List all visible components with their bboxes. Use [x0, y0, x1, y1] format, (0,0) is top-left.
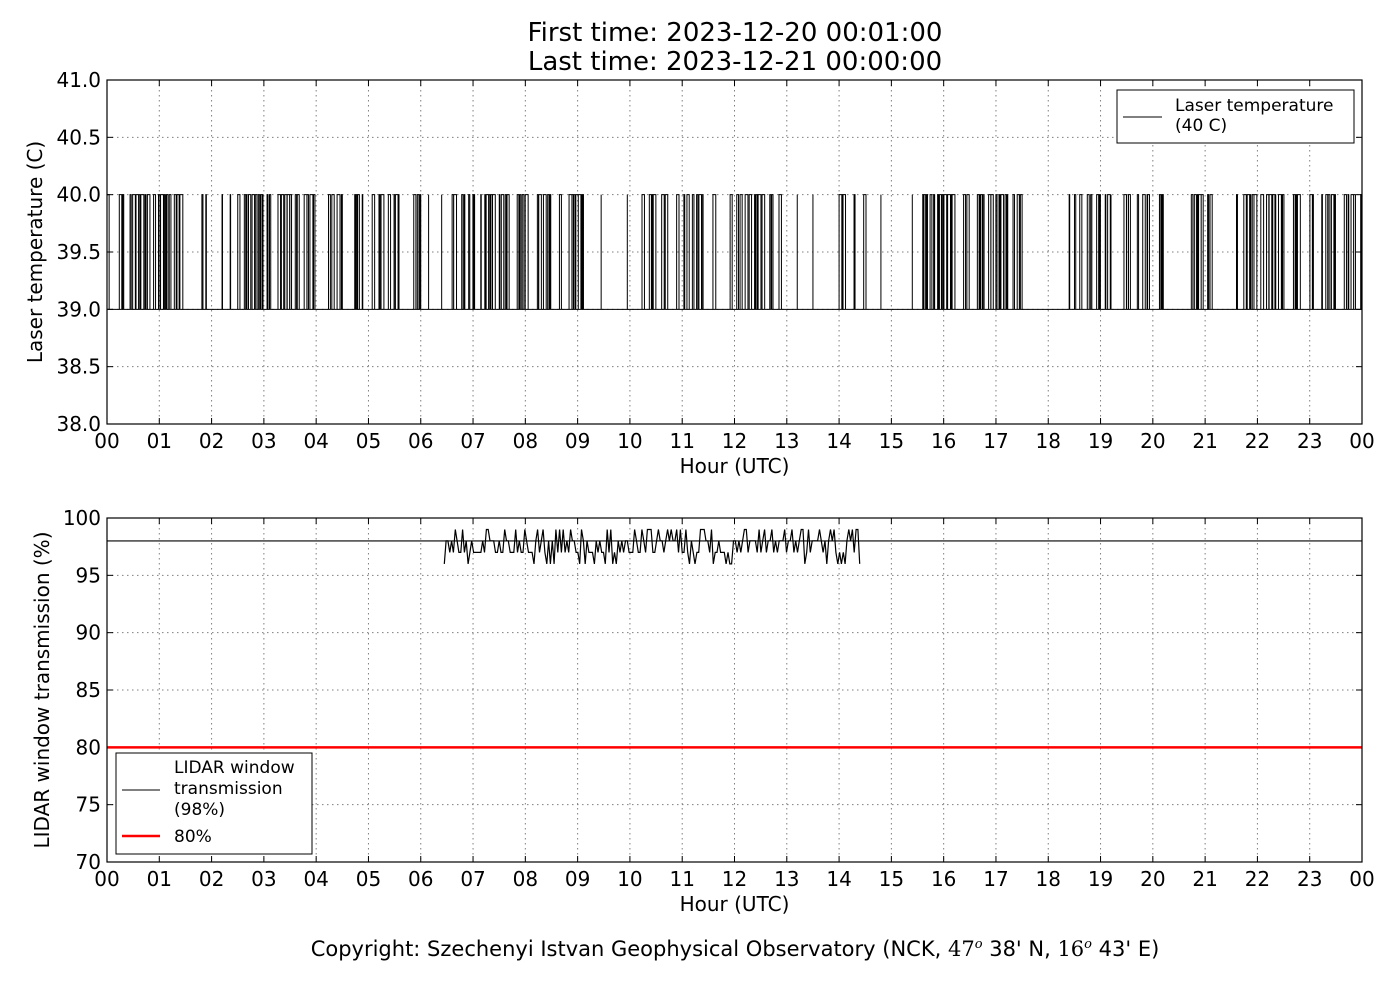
x-tick-label: 05 [356, 429, 381, 453]
x-tick-label: 20 [1140, 429, 1165, 453]
legend-label-lidar: LIDAR window [174, 758, 295, 778]
x-tick-label: 07 [460, 867, 485, 891]
x-tick-label: 00 [1349, 867, 1374, 891]
series-line-laser-temperature [106, 194, 1363, 310]
copyright-footer: Copyright: Szechenyi Istvan Geophysical … [0, 937, 1400, 961]
x-axis-label: Hour (UTC) [680, 454, 790, 478]
x-tick-label: 17 [983, 429, 1008, 453]
y-tick-label: 39.5 [56, 240, 101, 264]
legend-label-lidar: transmission [174, 779, 283, 799]
x-tick-label: 14 [826, 867, 851, 891]
axes-frame-top [106, 79, 1363, 425]
x-tick-label: 11 [669, 867, 694, 891]
x-tick-label: 12 [722, 867, 747, 891]
x-tick-label: 07 [460, 429, 485, 453]
x-tick-label: 17 [983, 867, 1008, 891]
x-tick-label: 02 [199, 867, 224, 891]
legend-label-80: 80% [174, 827, 212, 847]
axes-frame-bottom [106, 517, 1363, 863]
x-tick-label: 12 [722, 429, 747, 453]
latitude-minutes: 38' N, [982, 937, 1058, 961]
x-tick-label: 08 [513, 867, 538, 891]
y-tick-label: 40.0 [56, 183, 101, 207]
x-tick-label: 14 [826, 429, 851, 453]
series-line-lidar-noisy [443, 528, 861, 565]
longitude-degree-mark: o [1084, 937, 1092, 952]
x-axis-label: Hour (UTC) [680, 892, 790, 916]
copyright-text: Copyright: Szechenyi Istvan Geophysical … [310, 937, 948, 961]
legend-label-lidar: (98%) [174, 800, 225, 820]
x-tick-label: 00 [1349, 429, 1374, 453]
latitude-degree-mark: o [974, 937, 983, 952]
x-tick-label: 22 [1245, 429, 1270, 453]
x-tick-label: 16 [931, 867, 956, 891]
y-tick-label: 80 [76, 735, 101, 759]
x-tick-label: 01 [147, 429, 172, 453]
y-tick-label: 70 [76, 850, 101, 874]
y-axis-label: Laser temperature (C) [23, 141, 47, 363]
y-tick-label: 85 [76, 678, 101, 702]
chart-title-last-time: Last time: 2023-12-21 00:00:00 [527, 47, 943, 77]
longitude-degrees: 16 [1057, 937, 1085, 961]
x-tick-label: 19 [1088, 867, 1113, 891]
x-tick-label: 04 [303, 429, 328, 453]
y-tick-label: 38.5 [56, 355, 101, 379]
x-tick-label: 23 [1297, 429, 1322, 453]
x-tick-label: 11 [669, 429, 694, 453]
x-tick-label: 21 [1192, 867, 1217, 891]
x-tick-label: 03 [251, 429, 276, 453]
x-tick-label: 06 [408, 867, 433, 891]
x-tick-label: 00 [94, 429, 119, 453]
y-tick-label: 90 [76, 621, 101, 645]
y-tick-label: 38.0 [56, 412, 101, 436]
x-tick-label: 09 [565, 429, 590, 453]
y-axis-label: LIDAR window transmission (%) [30, 532, 54, 849]
y-tick-label: 39.0 [56, 297, 101, 321]
y-tick-label: 75 [76, 793, 101, 817]
x-tick-label: 13 [774, 429, 799, 453]
x-tick-label: 21 [1192, 429, 1217, 453]
x-tick-label: 19 [1088, 429, 1113, 453]
y-tick-label: 100 [63, 506, 101, 530]
longitude-minutes: 43' E) [1092, 937, 1160, 961]
x-tick-label: 10 [617, 429, 642, 453]
x-tick-label: 20 [1140, 867, 1165, 891]
x-tick-label: 08 [513, 429, 538, 453]
x-tick-label: 23 [1297, 867, 1322, 891]
x-tick-label: 22 [1245, 867, 1270, 891]
x-tick-label: 06 [408, 429, 433, 453]
chart-title-first-time: First time: 2023-12-20 00:01:00 [527, 18, 943, 48]
x-tick-label: 09 [565, 867, 590, 891]
y-tick-label: 40.5 [56, 125, 101, 149]
latitude-degrees: 47 [947, 937, 975, 961]
x-tick-label: 18 [1036, 867, 1061, 891]
x-tick-label: 15 [879, 429, 904, 453]
legend-label-laser: Laser temperature [1175, 96, 1333, 116]
x-tick-label: 18 [1036, 429, 1061, 453]
x-tick-label: 00 [94, 867, 119, 891]
legend-label-laser: (40 C) [1175, 116, 1227, 136]
x-tick-label: 15 [879, 867, 904, 891]
x-tick-label: 01 [147, 867, 172, 891]
x-tick-label: 02 [199, 429, 224, 453]
x-tick-label: 03 [251, 867, 276, 891]
x-tick-label: 05 [356, 867, 381, 891]
x-tick-label: 10 [617, 867, 642, 891]
y-tick-label: 95 [76, 563, 101, 587]
x-tick-label: 04 [303, 867, 328, 891]
y-tick-label: 41.0 [56, 68, 101, 92]
x-tick-label: 13 [774, 867, 799, 891]
x-tick-label: 16 [931, 429, 956, 453]
